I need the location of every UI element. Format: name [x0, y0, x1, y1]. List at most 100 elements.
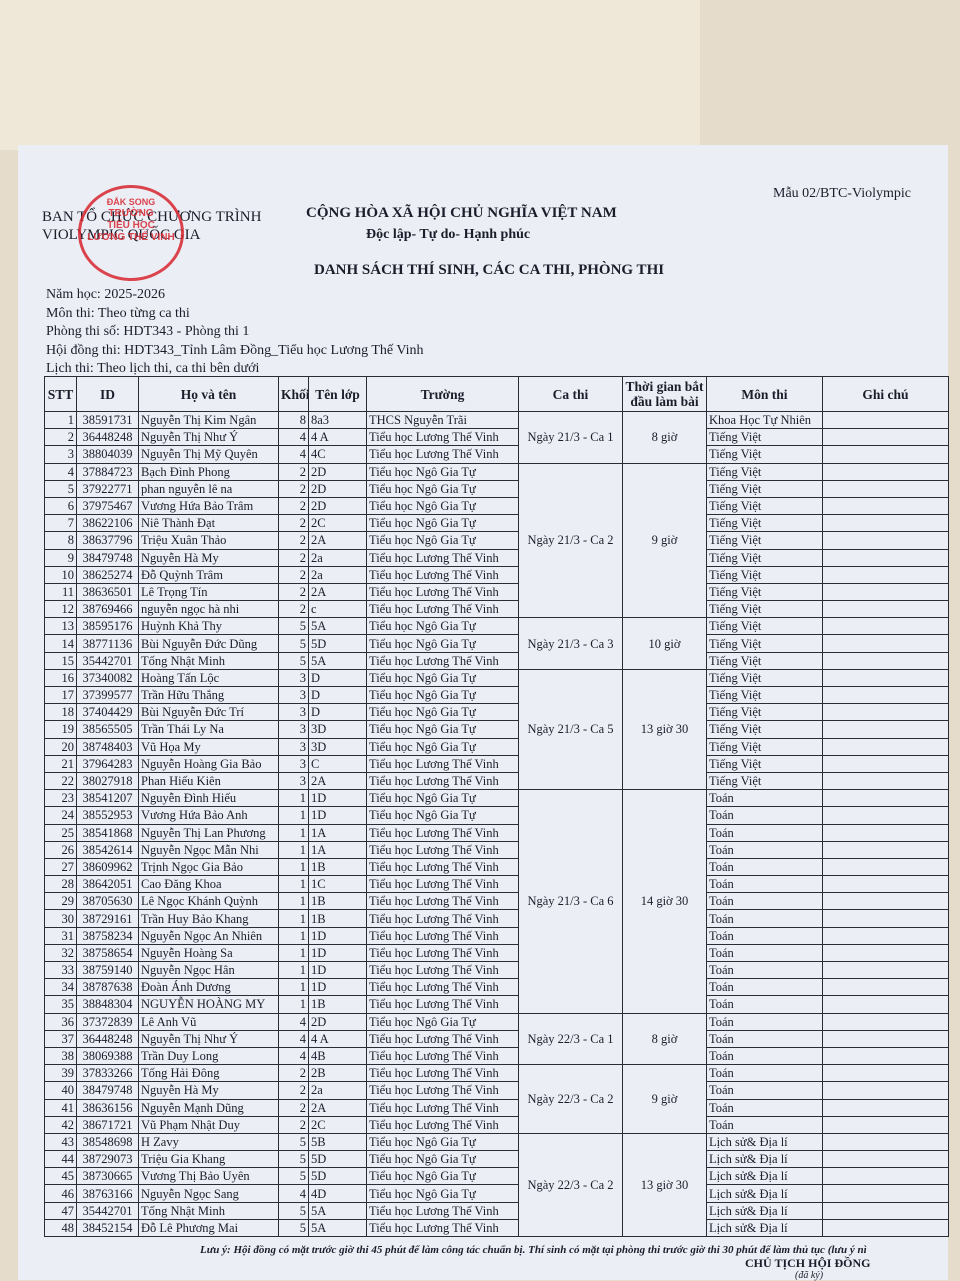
cell: Toán: [706, 875, 823, 894]
cell: Tiểu học Ngô Gia Tự: [366, 1012, 519, 1031]
stamp-text: ĐẮK SONG: [106, 197, 156, 207]
cell: 4: [278, 1184, 309, 1203]
table-row: 8 38637796 Triệu Xuân Thảo 2 2A Tiểu học Ngô …: [44, 531, 949, 550]
cell: Tiểu học Ngô Gia Tự: [366, 1150, 519, 1169]
cell: 38637796: [76, 531, 139, 550]
cell: Tiểu học Lương Thế Vinh: [366, 1046, 519, 1066]
table-row: 15 35442701 Tống Nhật Minh 5 5A Tiểu học Lươn…: [44, 651, 949, 670]
cell: Toán: [706, 1115, 823, 1134]
cell: Tiếng Việt: [706, 428, 823, 447]
start-time: 14 giờ 30: [622, 789, 707, 1014]
cell: Tiểu học Lương Thế Vinh: [366, 1081, 519, 1100]
table-row: 43 38548698 H Zavy 5 5B Tiểu học Ngô Gia Tự Ng…: [44, 1132, 949, 1238]
cell: Trần Huy Bảo Khang: [138, 909, 279, 928]
cell: 38452154: [76, 1218, 139, 1238]
cell: 5: [278, 1167, 309, 1186]
cell: 1: [278, 840, 309, 859]
cell: Nguyễn Thị Mỹ Quyên: [138, 445, 279, 464]
cell: D: [308, 703, 367, 722]
stamp-text: LƯƠNG THẾ VINH: [87, 232, 175, 243]
cell: 5A: [308, 1218, 367, 1238]
info-line: Năm học: 2025-2026: [46, 287, 165, 302]
table-row: 18 37404429 Bùi Nguyễn Đức Trí 3 D Tiểu học N…: [44, 703, 949, 722]
table-row: 39 37833266 Tống Hải Đông 2 2B Tiểu học Lương…: [44, 1064, 949, 1134]
cell: 37399577: [76, 685, 139, 705]
cell: 38541868: [76, 823, 139, 842]
cell: 8: [44, 531, 77, 550]
table-row: 40 38479748 Nguyễn Hà My 2 2a Tiểu học Lương …: [44, 1081, 949, 1100]
table-row: 42 38671721 Vũ Phạm Nhật Duy 2 2C Tiểu học Lư…: [44, 1115, 949, 1134]
stamp: ĐẮK SONG TRƯỜNG TIỂU HỌC LƯƠNG THẾ VINH: [78, 185, 184, 281]
cell: 38595176: [76, 617, 139, 636]
cell: 5: [278, 617, 309, 636]
note-cell: [822, 668, 949, 688]
cell: 2D: [308, 462, 367, 481]
cell: 1D: [308, 943, 367, 963]
cell: Tiếng Việt: [706, 703, 823, 722]
info-line: Lịch thi: Theo lịch thi, ca thi bên dưới: [46, 361, 260, 376]
cell: 22: [44, 771, 77, 791]
cell: Lịch sử& Địa lí: [706, 1184, 823, 1203]
cell: Tiểu học Ngô Gia Tự: [366, 634, 519, 653]
cell: 3: [278, 685, 309, 705]
cell: 21: [44, 754, 77, 773]
cell: phan nguyễn lê na: [138, 479, 279, 498]
cell: Tiểu học Lương Thế Vinh: [366, 582, 519, 602]
cell: Toán: [706, 960, 823, 980]
cell: 38769466: [76, 600, 139, 619]
note-cell: [822, 703, 949, 722]
note-cell: [822, 1218, 949, 1238]
cell: Tiểu học Lương Thế Vinh: [366, 875, 519, 894]
cell: 1: [278, 806, 309, 825]
cell: Đỗ Lê Phương Mai: [138, 1218, 279, 1238]
cell: Tiếng Việt: [706, 754, 823, 773]
cell: 2: [278, 514, 309, 533]
cell: 8: [278, 410, 309, 430]
cell: 8a3: [308, 410, 367, 430]
cell: Tiểu học Ngô Gia Tự: [366, 1167, 519, 1186]
column-header: Trường: [366, 376, 519, 412]
signed: (đã ký): [795, 1270, 824, 1281]
note-cell: [822, 823, 949, 842]
cell: 5D: [308, 1167, 367, 1186]
cell: Tiểu học Ngô Gia Tự: [366, 806, 519, 825]
cell: Tiểu học Lương Thế Vinh: [366, 1115, 519, 1134]
cell: 4: [278, 1046, 309, 1066]
cell: 2: [278, 531, 309, 550]
table-row: 11 38636501 Lê Trọng Tín 2 2A Tiểu học Lương …: [44, 582, 949, 602]
cell: 39: [44, 1064, 77, 1083]
cell: Đoàn Ánh Dương: [138, 978, 279, 997]
cell: 1: [44, 410, 77, 430]
cell: 1B: [308, 995, 367, 1014]
background: [0, 0, 700, 150]
table-row: 13 38595176 Huỳnh Khả Thy 5 5A Tiểu học Ngô G…: [44, 617, 949, 670]
cell: 38479748: [76, 548, 139, 567]
cell: Vương Thị Bảo Uyên: [138, 1167, 279, 1186]
cell: Tiếng Việt: [706, 737, 823, 756]
cell: 1: [278, 823, 309, 842]
cell: C: [308, 754, 367, 773]
motto: Độc lập- Tự do- Hạnh phúc: [366, 227, 531, 242]
table-row: 25 38541868 Nguyễn Thị Lan Phương 1 1A Tiểu h…: [44, 823, 949, 842]
cell: Nguyễn Hoàng Gia Bảo: [138, 754, 279, 773]
cell: Tiểu học Lương Thế Vinh: [366, 771, 519, 791]
cell: 38622106: [76, 514, 139, 533]
cell: 11: [44, 582, 77, 602]
table-row: 23 38541207 Nguyễn Đình Hiếu 1 1D Tiểu học Ng…: [44, 789, 949, 1014]
note-cell: [822, 943, 949, 963]
cell: 38804039: [76, 445, 139, 464]
note-cell: [822, 806, 949, 825]
note-cell: [822, 462, 949, 481]
cell: 32: [44, 943, 77, 963]
cell: Toán: [706, 1012, 823, 1031]
note-cell: [822, 445, 949, 464]
cell: 13: [44, 617, 77, 636]
cell: 41: [44, 1098, 77, 1117]
cell: 2: [278, 1098, 309, 1117]
cell: Lê Ngọc Khánh Quỳnh: [138, 892, 279, 911]
note-cell: [822, 685, 949, 705]
cell: Tiểu học Lương Thế Vinh: [366, 1218, 519, 1238]
cell: Tống Nhật Minh: [138, 651, 279, 670]
note-cell: [822, 960, 949, 980]
